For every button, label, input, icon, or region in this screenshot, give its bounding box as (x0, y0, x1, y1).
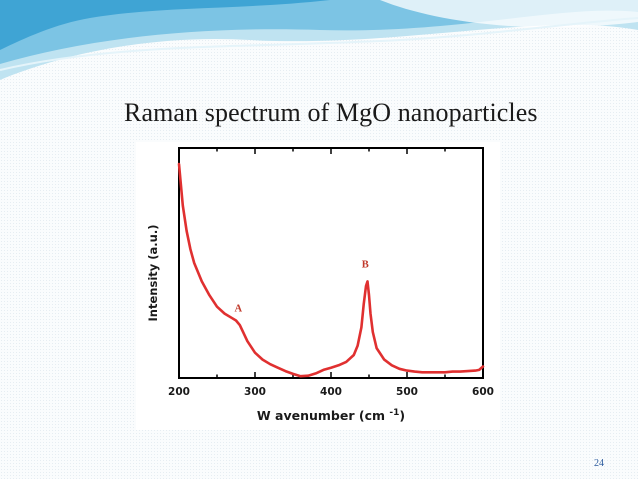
plot-frame (178, 147, 484, 379)
chart-labels: W avenumber (cm -1) Intensity (a.u.) (146, 225, 405, 423)
x-tick-label: 500 (396, 386, 418, 398)
chart-axes: 200 300 400 500 600 (168, 147, 494, 398)
peak-annotation-a: A (234, 303, 242, 314)
x-tick-label: 600 (472, 386, 494, 398)
series-line-raman (177, 162, 485, 378)
slide-title: Raman spectrum of MgO nanoparticles (124, 98, 538, 127)
page-number: 24 (594, 458, 604, 469)
peak-annotation-b: B (362, 260, 369, 271)
x-tick-label: 200 (168, 386, 190, 398)
chart-annotations: AB (234, 260, 368, 315)
x-tick-label: 300 (244, 386, 266, 398)
y-axis-label: Intensity (a.u.) (146, 225, 160, 322)
raman-chart: 200 300 400 500 600 AB W avenumber (cm -1)In… (146, 147, 494, 423)
header-wave-decoration (0, 0, 638, 80)
x-axis-label: W avenumber (cm -1) (257, 408, 405, 423)
x-tick-label: 400 (320, 386, 342, 398)
